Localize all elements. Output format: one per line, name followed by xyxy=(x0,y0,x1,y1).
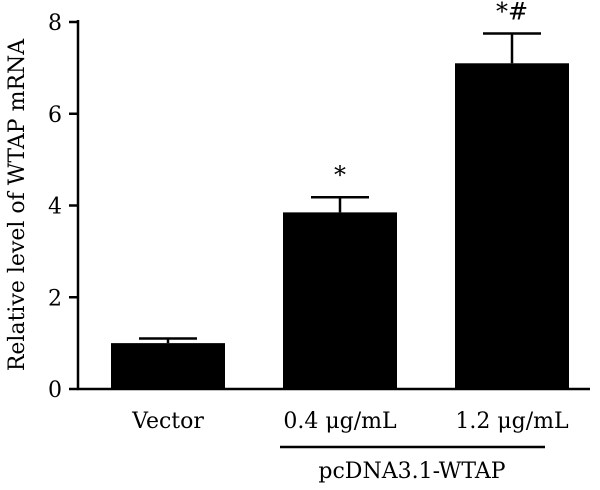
x-tick-label: 1.2 μg/mL xyxy=(455,409,569,434)
y-tick-label: 2 xyxy=(48,286,62,311)
significance-label: *# xyxy=(496,0,528,25)
y-tick-label: 8 xyxy=(48,11,62,36)
group-label: pcDNA3.1-WTAP xyxy=(318,459,505,484)
x-tick-label: 0.4 μg/mL xyxy=(283,409,397,434)
bars: * *# xyxy=(111,0,569,389)
bar xyxy=(455,63,569,389)
significance-label: * xyxy=(334,161,346,189)
y-tick-label: 4 xyxy=(48,195,62,220)
y-tick-label: 0 xyxy=(48,378,62,403)
bar xyxy=(283,212,397,389)
y-ticks: 0 2 4 6 8 xyxy=(48,11,78,403)
x-tick-labels: Vector 0.4 μg/mL 1.2 μg/mL xyxy=(131,409,569,434)
y-tick-label: 6 xyxy=(48,103,62,128)
y-axis-label: Relative level of WTAP mRNA xyxy=(5,38,30,371)
bar xyxy=(111,343,225,389)
x-tick-label: Vector xyxy=(131,409,204,434)
